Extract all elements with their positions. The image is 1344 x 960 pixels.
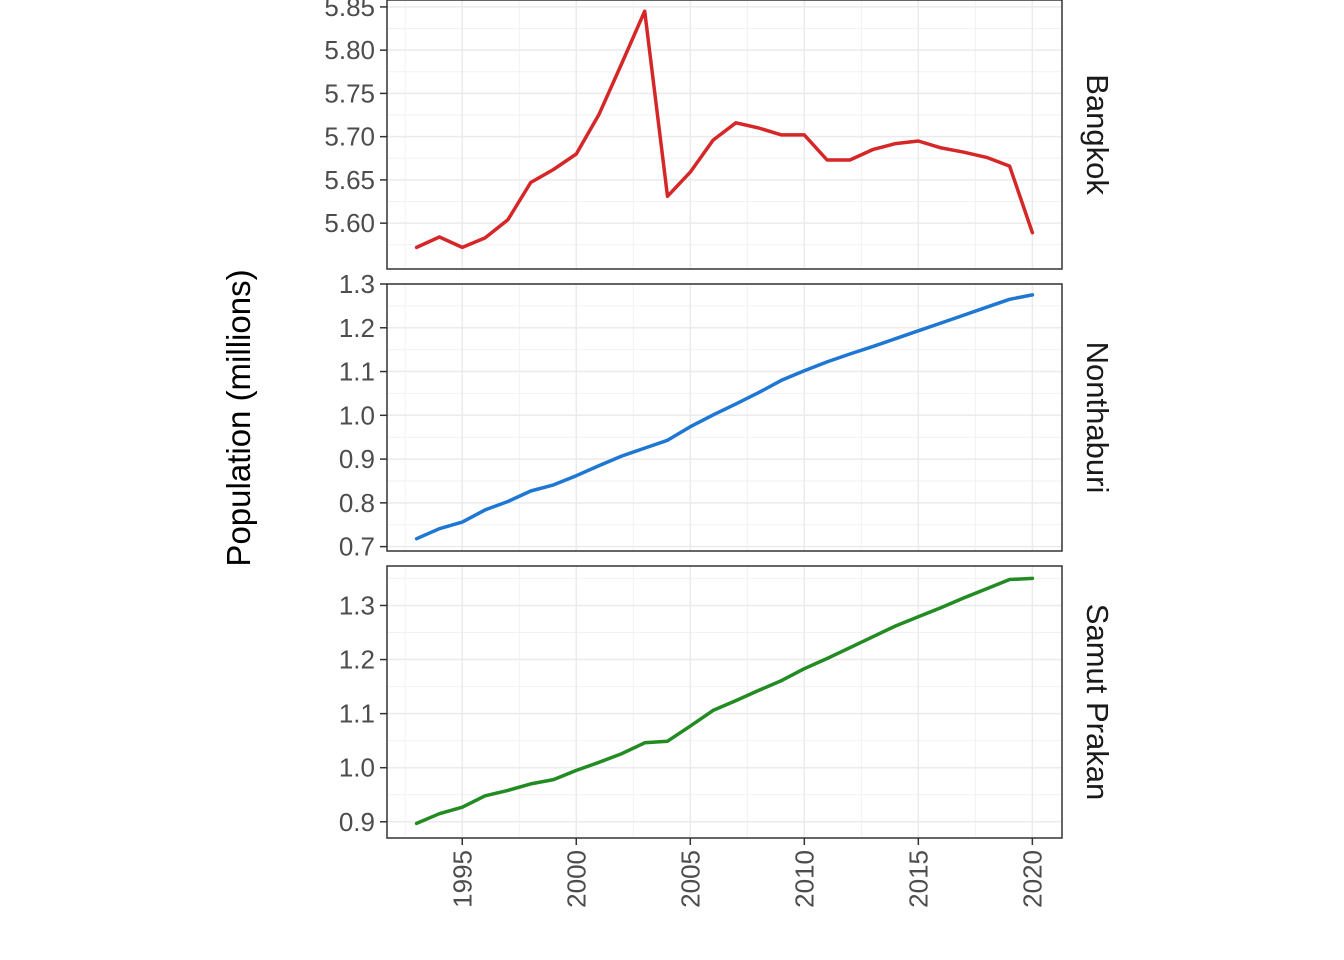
y-tick-label: 0.9 — [339, 807, 375, 837]
y-tick-label: 1.0 — [339, 400, 375, 430]
y-tick-label: 1.1 — [339, 357, 375, 387]
x-tick-label: 1995 — [447, 850, 477, 908]
panel-nonthaburi: 0.7 0.8 0.9 1.0 1.1 1.2 1.3 Nonthaburi — [339, 269, 1115, 562]
y-tick-label: 1.2 — [339, 313, 375, 343]
x-tick-label: 2000 — [561, 850, 591, 908]
x-tick-label: 2020 — [1017, 850, 1047, 908]
y-tick-label: 1.1 — [339, 699, 375, 729]
panel-background — [387, 0, 1062, 269]
y-tick-label: 5.75 — [324, 78, 375, 108]
panels-layer: 5.60 5.65 5.70 5.75 5.80 5.85 Bangkok 0.7 0.8 0.9… — [324, 0, 1115, 839]
y-tick-label: 0.7 — [339, 532, 375, 562]
x-axis: 1995 2000 2005 2010 2015 2020 — [447, 838, 1047, 908]
panel-border — [386, 0, 1063, 270]
series-line-bangkok — [414, 9, 1035, 250]
y-axis-title: Population (millions) — [220, 269, 257, 566]
x-tick-label: 2015 — [903, 850, 933, 908]
y-tick-label: 1.0 — [339, 753, 375, 783]
panel-samut-prakan: 0.9 1.0 1.1 1.2 1.3 Samut Prakan — [339, 565, 1115, 839]
y-tick-label: 1.3 — [339, 269, 375, 299]
x-tick-label: 2005 — [675, 850, 705, 908]
y-tick-label: 5.60 — [324, 208, 375, 238]
y-tick-label: 5.85 — [324, 0, 375, 22]
y-tick-label: 1.3 — [339, 590, 375, 620]
series-line-samut-prakan — [414, 576, 1035, 826]
strip-label-samut-prakan: Samut Prakan — [1080, 604, 1115, 800]
panel-border — [386, 565, 1063, 839]
x-tick-label: 2010 — [789, 850, 819, 908]
panel-bangkok: 5.60 5.65 5.70 5.75 5.80 5.85 Bangkok — [324, 0, 1115, 270]
strip-label-bangkok: Bangkok — [1080, 74, 1115, 195]
y-tick-label: 5.65 — [324, 165, 375, 195]
strip-label-nonthaburi: Nonthaburi — [1080, 342, 1115, 494]
y-tick-label: 0.8 — [339, 488, 375, 518]
panel-background — [387, 566, 1062, 838]
series-line-nonthaburi — [414, 293, 1035, 541]
y-tick-label: 1.2 — [339, 645, 375, 675]
y-tick-label: 0.9 — [339, 444, 375, 474]
panel-background — [387, 284, 1062, 551]
y-tick-label: 5.70 — [324, 122, 375, 152]
y-tick-label: 5.80 — [324, 35, 375, 65]
panel-border — [386, 283, 1063, 552]
